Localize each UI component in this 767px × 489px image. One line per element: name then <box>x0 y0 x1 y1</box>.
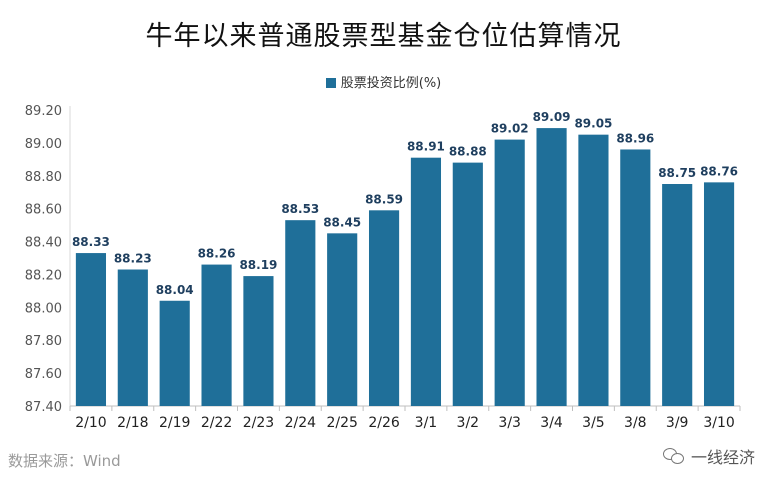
data-label: 88.23 <box>114 252 152 266</box>
bar <box>75 253 107 406</box>
data-label: 88.96 <box>616 131 654 145</box>
y-tick-label: 88.80 <box>25 170 62 185</box>
data-source: 数据来源：Wind <box>8 452 121 470</box>
data-label: 88.53 <box>281 202 319 216</box>
bar <box>159 300 190 406</box>
y-tick-label: 89.20 <box>25 104 62 119</box>
bar <box>117 269 148 406</box>
data-label: 89.09 <box>533 110 571 124</box>
data-label: 88.04 <box>156 283 194 297</box>
data-label: 89.05 <box>574 117 612 131</box>
data-label: 88.19 <box>239 258 277 272</box>
y-tick-label: 88.00 <box>25 301 62 316</box>
y-tick-label: 89.00 <box>25 137 62 152</box>
wechat-icon <box>662 448 685 464</box>
bar <box>494 139 525 406</box>
data-label: 88.91 <box>407 140 445 154</box>
y-tick-label: 87.60 <box>25 367 62 382</box>
watermark-label: 一线经济 <box>690 448 755 467</box>
bar <box>368 210 400 406</box>
x-tick-label: 2/26 <box>368 415 400 431</box>
bar <box>662 184 693 406</box>
data-label: 88.59 <box>365 192 403 206</box>
x-tick-label: 3/8 <box>624 415 647 431</box>
legend-label: 股票投资比例(%) <box>340 76 442 91</box>
y-tick-label: 87.80 <box>25 334 62 349</box>
x-tick-label: 2/10 <box>75 415 106 431</box>
legend-swatch <box>325 78 336 88</box>
x-tick-label: 2/22 <box>201 415 232 431</box>
x-tick-label: 3/3 <box>498 415 521 431</box>
bar <box>452 162 483 406</box>
watermark: 一线经济 <box>662 444 755 468</box>
x-tick-label: 3/4 <box>540 415 563 431</box>
x-tick-label: 3/10 <box>703 415 734 431</box>
x-tick-label: 2/23 <box>243 415 274 431</box>
y-tick-label: 88.20 <box>25 268 62 283</box>
x-tick-label: 3/1 <box>415 415 438 431</box>
data-label: 88.33 <box>72 235 110 249</box>
data-label: 88.26 <box>198 247 236 261</box>
y-tick-label: 88.40 <box>25 236 62 251</box>
x-tick-label: 2/25 <box>326 415 357 431</box>
x-tick-label: 2/18 <box>117 415 148 431</box>
data-label: 89.02 <box>491 122 529 136</box>
x-tick-label: 3/5 <box>582 415 605 431</box>
data-label: 88.45 <box>323 215 361 229</box>
x-tick-label: 2/24 <box>285 415 317 431</box>
x-tick-label: 3/2 <box>457 415 480 431</box>
y-tick-label: 88.60 <box>25 203 62 218</box>
bar <box>285 220 316 406</box>
bar <box>327 233 358 406</box>
bar <box>703 182 735 406</box>
bar <box>578 134 609 406</box>
bar <box>536 128 567 407</box>
chart-title: 牛年以来普通股票型基金仓位估算情况 <box>145 21 622 52</box>
bar <box>243 276 274 406</box>
chart-legend: 股票投资比例(%) <box>0 72 767 91</box>
x-tick-label: 3/9 <box>666 415 689 431</box>
bar <box>620 149 651 406</box>
bar <box>410 157 442 406</box>
bar <box>201 264 232 406</box>
data-label: 88.88 <box>449 145 487 159</box>
data-label: 88.75 <box>658 166 696 180</box>
x-tick-label: 2/19 <box>159 415 190 431</box>
y-tick-label: 87.40 <box>25 400 62 415</box>
data-label: 88.76 <box>700 164 738 178</box>
